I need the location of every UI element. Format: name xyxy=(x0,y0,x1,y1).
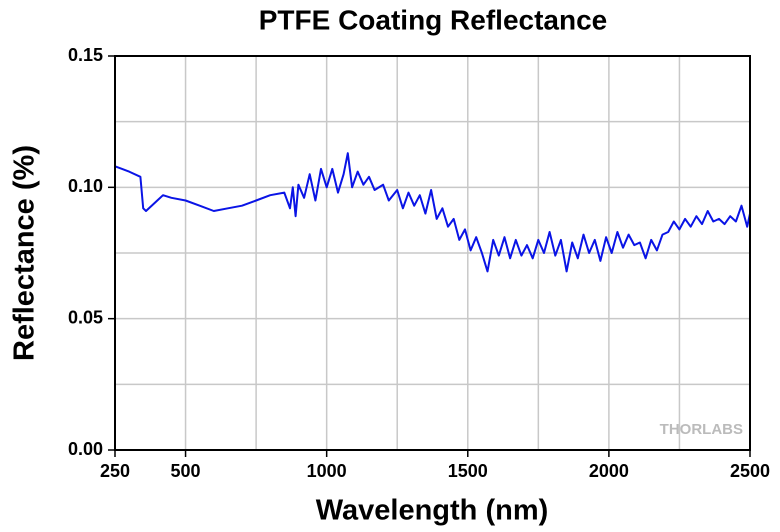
x-tick-label: 500 xyxy=(171,461,201,481)
y-axis-label: Reflectance (%) xyxy=(9,145,41,361)
chart-title: PTFE Coating Reflectance xyxy=(259,4,608,35)
x-tick-label: 1500 xyxy=(448,461,488,481)
y-tick-label: 0.05 xyxy=(68,307,103,327)
x-tick-label: 250 xyxy=(100,461,130,481)
y-tick-label: 0.10 xyxy=(68,176,103,196)
data-line xyxy=(114,152,751,273)
watermark: THORLABS xyxy=(660,421,743,438)
x-tick-label: 1000 xyxy=(307,461,347,481)
y-tick-label: 0.15 xyxy=(68,45,103,65)
x-axis-label: Wavelength (nm) xyxy=(316,495,549,527)
x-tick-label: 2500 xyxy=(730,461,770,481)
plot-frame xyxy=(114,55,751,451)
y-tick-label: 0.00 xyxy=(68,439,103,459)
x-tick-label: 2000 xyxy=(589,461,629,481)
